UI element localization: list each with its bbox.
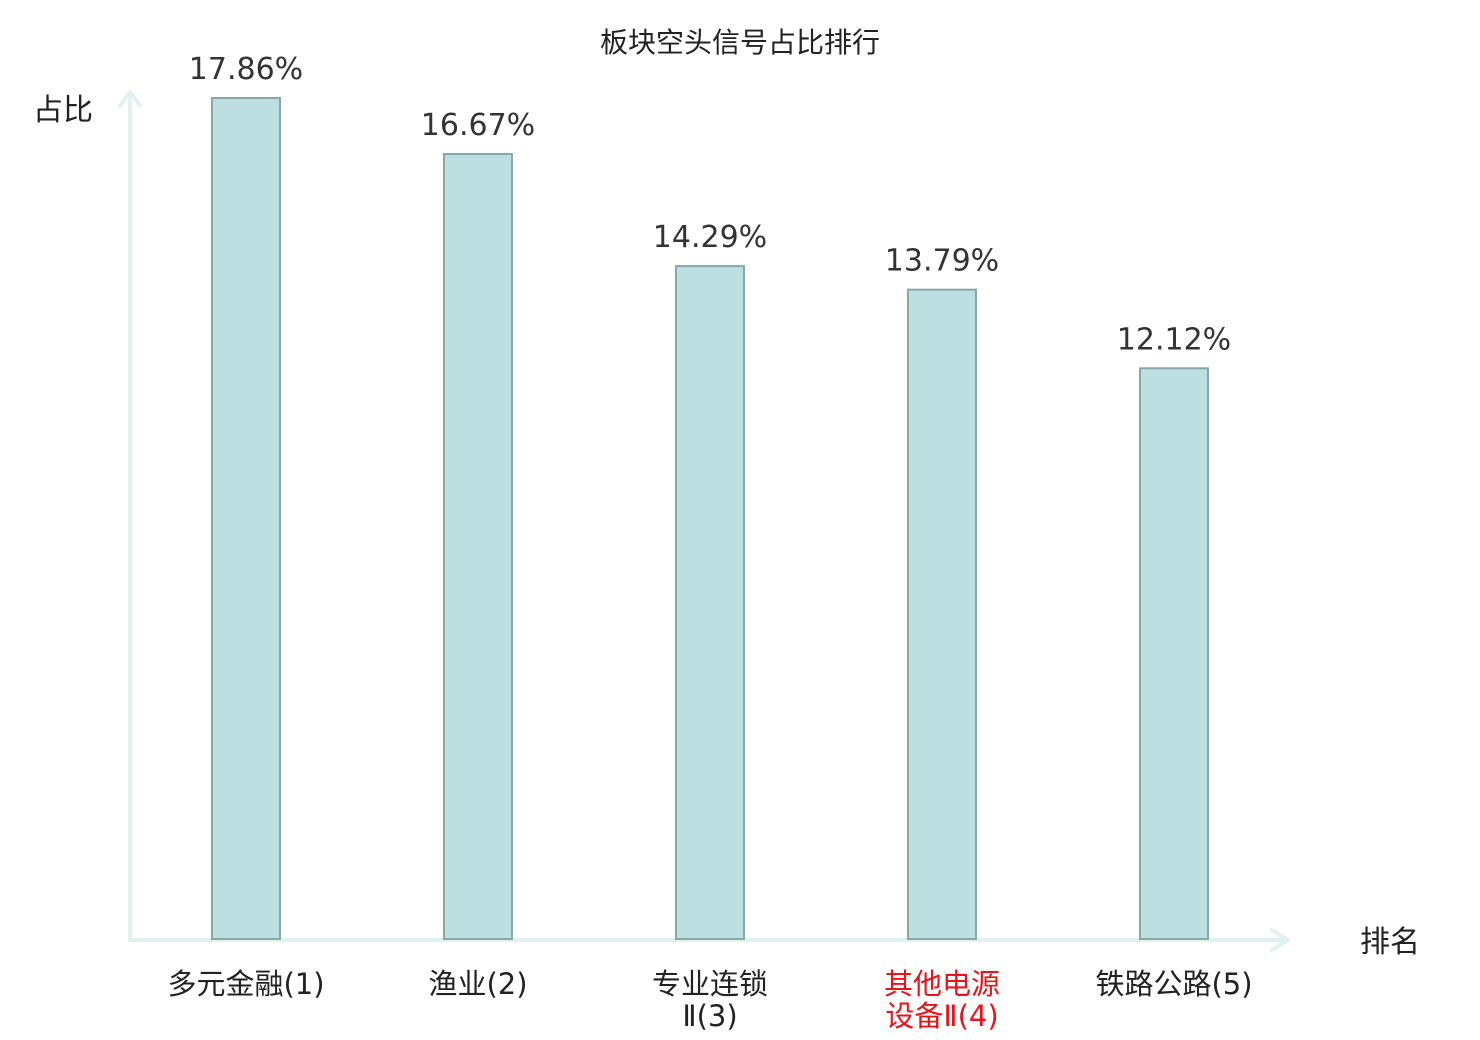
value-labels: 17.86% 16.67% 14.29% 13.79% 12.12% [189, 52, 1231, 357]
chart-title: 板块空头信号占比排行 [600, 26, 880, 59]
value-label-1: 17.86% [189, 52, 303, 87]
x-axis-label: 排名 [1360, 925, 1420, 960]
value-label-5: 12.12% [1117, 322, 1231, 357]
category-label-line: 设备Ⅱ(4) [885, 999, 998, 1033]
value-label-2: 16.67% [421, 108, 535, 143]
category-label-line: 铁路公路(5) [1095, 967, 1252, 1001]
category-label-5: 铁路公路(5) [1095, 967, 1252, 1001]
bar-5 [1139, 367, 1209, 940]
category-label-line: 多元金融(1) [167, 967, 324, 1001]
y-axis-line [118, 90, 142, 942]
bar-3 [675, 265, 745, 940]
bar-4 [907, 288, 977, 940]
category-label-2: 渔业(2) [428, 967, 527, 1001]
value-label-4: 13.79% [885, 244, 999, 279]
bar-2 [443, 153, 513, 940]
bar-1 [211, 97, 281, 940]
category-label-3: 专业连锁 Ⅱ(3) [652, 967, 768, 1033]
category-label-line: 其他电源 [884, 967, 1000, 1001]
bars [211, 97, 1209, 940]
category-label-line: 渔业(2) [428, 967, 527, 1001]
category-label-4: 其他电源设备Ⅱ(4) [884, 967, 1000, 1033]
category-label-line: Ⅱ(3) [682, 999, 737, 1033]
category-labels: 多元金融(1) 渔业(2) 专业连锁 Ⅱ(3) 其他电源设备Ⅱ(4) 铁路公路(5) [167, 967, 1252, 1033]
y-axis-label: 占比 [33, 93, 93, 128]
category-label-line: 专业连锁 [652, 967, 768, 1001]
value-label-3: 14.29% [653, 220, 767, 255]
category-label-1: 多元金融(1) [167, 967, 324, 1001]
